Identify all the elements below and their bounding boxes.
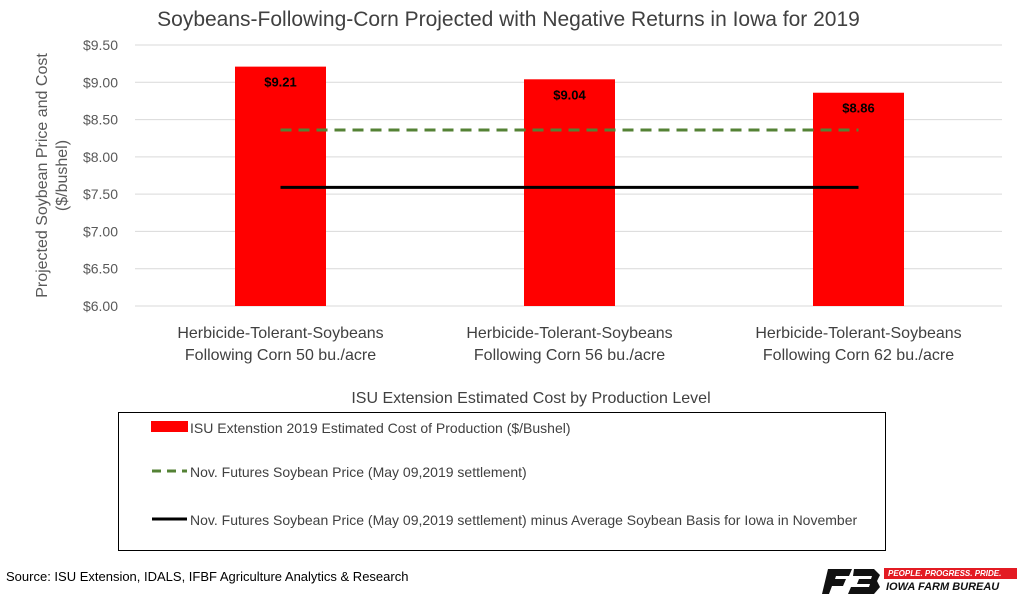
bar-data-labels: $9.21 $9.04 $8.86 — [264, 75, 875, 116]
legend-item-futures: Nov. Futures Soybean Price (May 09,2019 … — [151, 463, 870, 481]
bar — [813, 92, 904, 307]
y-tick-label: $8.50 — [83, 112, 118, 128]
x-axis-ticks: Herbicide-Tolerant-Soybeans Following Cor… — [177, 325, 961, 364]
y-tick-label: $9.50 — [83, 37, 118, 53]
legend-swatch-solid-line — [151, 511, 188, 527]
legend: ISU Extenstion 2019 Estimated Cost of Pr… — [118, 412, 886, 551]
legend-item-futures-minus-basis: Nov. Futures Soybean Price (May 09,2019 … — [151, 511, 870, 529]
y-tick-label: $6.50 — [83, 261, 118, 277]
bar — [524, 79, 615, 306]
y-axis-label: Projected Soybean Price and Cost — [34, 53, 51, 298]
y-tick-label: $8.00 — [83, 149, 118, 165]
legend-label-futures-minus-basis: Nov. Futures Soybean Price (May 09,2019 … — [190, 512, 858, 528]
farm-bureau-logo-icon — [822, 569, 880, 594]
x-tick-label: Following Corn 50 bu./acre — [185, 347, 376, 364]
y-tick-label: $7.50 — [83, 186, 118, 202]
legend-item-cost: ISU Extenstion 2019 Estimated Cost of Pr… — [151, 419, 870, 437]
legend-swatch-bar — [151, 419, 188, 435]
source-note: Source: ISU Extension, IDALS, IFBF Agric… — [6, 569, 409, 584]
bar-value-label: $9.04 — [553, 87, 586, 102]
legend-swatch-dashed-line — [151, 463, 188, 479]
y-axis-ticks: $6.00 $6.50 $7.00 $7.50 $8.00 $8.50 $9.00 $9.50 — [83, 37, 118, 314]
bar-value-label: $9.21 — [264, 75, 297, 90]
chart-area: $6.00 $6.50 $7.00 $7.50 $8.00 $8.50 $9.00 $9.50… — [34, 37, 1002, 407]
y-axis-label-line2: ($/bushel) — [54, 140, 71, 211]
y-tick-label: $9.00 — [83, 74, 118, 90]
bar-value-label: $8.86 — [842, 101, 875, 116]
x-tick-label: Herbicide-Tolerant-Soybeans — [755, 325, 961, 342]
iowa-farm-bureau-logo: PEOPLE. PROGRESS. PRIDE. IOWA FARM BUREA… — [822, 565, 1017, 595]
x-tick-label: Herbicide-Tolerant-Soybeans — [177, 325, 383, 342]
x-tick-label: Following Corn 56 bu./acre — [474, 347, 665, 364]
x-axis-label: ISU Extension Estimated Cost by Producti… — [351, 390, 710, 407]
chart-title: Soybeans-Following-Corn Projected with N… — [157, 8, 860, 31]
logo-name: IOWA FARM BUREAU — [886, 581, 1000, 593]
x-tick-label: Herbicide-Tolerant-Soybeans — [466, 325, 672, 342]
logo-tagline: PEOPLE. PROGRESS. PRIDE. — [884, 568, 1017, 579]
series-lines — [280, 128, 859, 189]
legend-label-futures: Nov. Futures Soybean Price (May 09,2019 … — [190, 464, 527, 480]
legend-label-cost: ISU Extenstion 2019 Estimated Cost of Pr… — [190, 420, 571, 436]
y-tick-label: $6.00 — [83, 298, 118, 314]
y-tick-label: $7.00 — [83, 223, 118, 239]
bars — [235, 66, 904, 307]
x-tick-label: Following Corn 62 bu./acre — [763, 347, 954, 364]
